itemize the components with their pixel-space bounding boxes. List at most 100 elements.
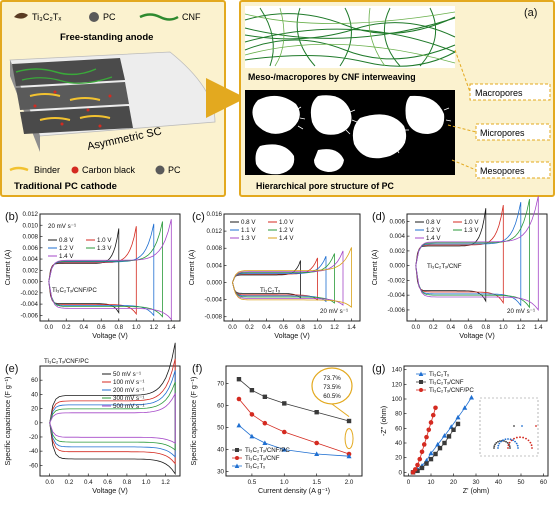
inset-point xyxy=(513,425,515,427)
y-tick-label: 50 xyxy=(217,425,224,432)
cv-curve-1.0-V xyxy=(415,205,504,305)
data-point-circle xyxy=(412,467,418,472)
data-point-square xyxy=(249,388,255,393)
legend-label: 1.0 V xyxy=(279,219,294,226)
y-tick-label: 80 xyxy=(395,411,402,418)
x-tick-label: 0.4 xyxy=(446,324,455,331)
retention-label: 60.5% xyxy=(323,393,341,400)
x-axis-label: Z' (ohm) xyxy=(463,486,490,495)
data-point-square xyxy=(314,410,319,415)
plot-frame xyxy=(403,365,549,477)
inset-point xyxy=(531,447,533,449)
y-tick-label: -60 xyxy=(29,462,39,469)
data-point-square xyxy=(282,401,287,406)
data-point-triangle xyxy=(428,450,434,456)
y-tick-label: 60 xyxy=(395,425,402,432)
data-point-circle xyxy=(433,405,438,411)
x-tick-label: 1.0 xyxy=(132,324,141,331)
data-point-square xyxy=(419,465,425,471)
legend-label: 200 mV s⁻¹ xyxy=(113,387,144,394)
legend-label: 1.2 V xyxy=(59,245,74,252)
inset-point xyxy=(514,440,516,443)
cv-curve-1.4-V xyxy=(415,196,539,312)
panel-a: Ti₃C₂Tₓ PC CNF Free-standing anode xyxy=(0,0,555,197)
chart-f: (f) 0.5 1.0 1.5 2.0 30 40 50 60 70 Current density… xyxy=(189,363,363,495)
y-tick-label: -0.004 xyxy=(204,297,222,304)
x-tick-label: 1.0 xyxy=(280,479,289,486)
legend-label: 1.3 V xyxy=(97,245,112,252)
x-tick-label: 0.2 xyxy=(245,324,254,331)
legend-label: 1.1 V xyxy=(241,227,256,234)
mesopores-label: Mesopores xyxy=(480,166,525,176)
inset-point xyxy=(507,447,509,449)
x-tick-label: 30 xyxy=(473,479,480,486)
data-point-triangle xyxy=(346,453,352,459)
legend-label: 1.3 V xyxy=(464,227,479,234)
legend-label: 100 mV s⁻¹ xyxy=(113,379,144,386)
x-tick-label: 10 xyxy=(428,479,435,486)
x-tick-label: 0.4 xyxy=(262,324,271,331)
pc-structure xyxy=(245,90,455,175)
x-tick-label: 0.8 xyxy=(114,324,123,331)
inset-point xyxy=(517,447,519,449)
legend-pc-2: PC xyxy=(168,165,181,175)
data-point-triangle xyxy=(455,414,461,420)
inset-point xyxy=(519,436,521,439)
x-tick-label: 1.0 xyxy=(313,324,322,331)
cv-curve-1.4-V xyxy=(232,247,352,308)
legend-marker xyxy=(234,463,240,468)
y-tick-label: 120 xyxy=(392,381,403,388)
data-point-square xyxy=(446,434,452,439)
legend-cnf: CNF xyxy=(182,12,201,22)
data-point-square xyxy=(451,427,456,432)
inset-point xyxy=(507,444,510,447)
x-tick-label: 1.2 xyxy=(330,324,339,331)
charts-layer: (b) 0.0 0.2 0.4 0.6 0.8 1.0 1.2 1.4 -0.006 -0.004 -… xyxy=(3,196,549,495)
pc-particle-icon-2 xyxy=(155,165,165,175)
data-point-circle xyxy=(430,412,436,418)
x-axis-label: Voltage (V) xyxy=(459,331,495,340)
inset-point xyxy=(502,439,504,442)
data-point-circle xyxy=(249,412,255,417)
inset-point xyxy=(495,442,498,444)
y-tick-label: 30 xyxy=(217,469,224,476)
x-tick-label: 0.6 xyxy=(97,324,106,331)
legend-label: 0.8 V xyxy=(59,237,74,244)
legend-label: Ti₃C₂Tₓ/CNF/PC xyxy=(429,387,474,394)
y-tick-label: -0.006 xyxy=(387,307,405,314)
inset-point xyxy=(515,436,518,439)
binder-icon xyxy=(9,166,29,172)
carbon-black-icon xyxy=(71,166,79,174)
top-legend: Ti₃C₂Tₓ PC CNF xyxy=(14,12,201,22)
legend-label: 50 mV s⁻¹ xyxy=(113,371,141,378)
x-tick-label: 0.2 xyxy=(65,479,74,486)
retention-label: 73.7% xyxy=(323,375,341,382)
y-tick-label: 20 xyxy=(395,455,402,462)
scan-rate-annotation: 20 mV s⁻¹ xyxy=(507,308,535,315)
y-tick-label: 40 xyxy=(217,447,224,454)
y-tick-label: -40 xyxy=(29,448,39,455)
data-point-circle xyxy=(417,456,423,462)
y-tick-label: 60 xyxy=(31,377,38,384)
chart-e: (e) 0.0 0.2 0.4 0.6 0.8 1.0 1.2 -60 -40 -20 0 20 40 60… xyxy=(3,342,181,495)
x-tick-label: 20 xyxy=(450,479,457,486)
micropores-box xyxy=(475,123,551,141)
y-tick-label: 70 xyxy=(217,381,224,388)
sample-label: Ti₃C₂Tₓ xyxy=(260,287,281,294)
y-tick-label: 0.004 xyxy=(390,233,406,240)
inset-point xyxy=(530,444,533,447)
chart-c: (c) 0.0 0.2 0.4 0.6 0.8 1.0 1.2 1.4 -0.008 -0.004 0… xyxy=(187,211,361,340)
legend-label: Ti₃C₂Tₓ xyxy=(245,463,266,470)
inset-point xyxy=(513,437,515,440)
inset-point xyxy=(522,436,525,439)
x-tick-label: 60 xyxy=(540,479,547,486)
data-point-circle xyxy=(419,449,425,455)
inset-point xyxy=(508,441,511,444)
legend-label: 0.8 V xyxy=(241,219,256,226)
x-tick-label: 1.2 xyxy=(516,324,525,331)
legend-label: 1.4 V xyxy=(279,235,294,242)
pc-particle-icon xyxy=(89,12,99,22)
y-tick-label: -0.008 xyxy=(204,314,222,321)
chart-d: (d) 0.0 0.2 0.4 0.6 0.8 1.0 1.2 1.4 -0.006 -0.004 -… xyxy=(370,196,548,340)
y-tick-label: 0.006 xyxy=(23,245,39,252)
